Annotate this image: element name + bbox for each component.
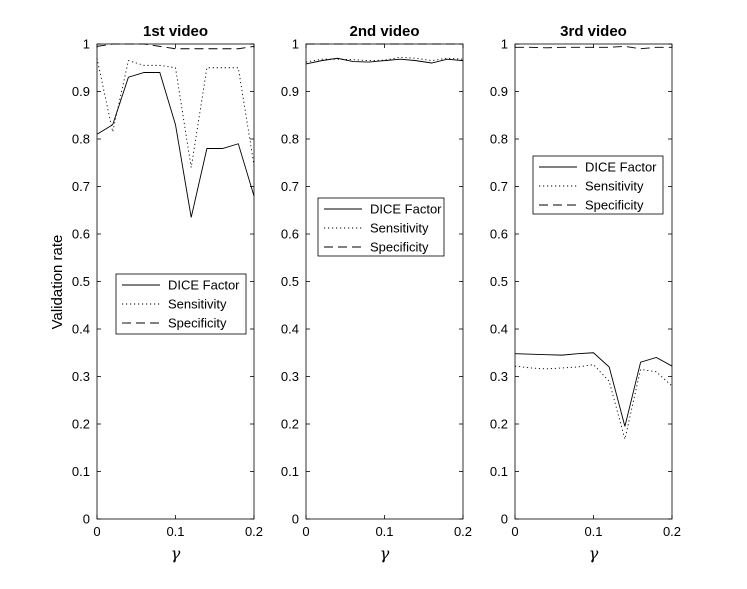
legend-box (115, 273, 247, 335)
y-tick-label: 0.6 (72, 227, 90, 242)
y-tick-label: 0.2 (281, 417, 299, 432)
panel-title: 1st video (143, 23, 208, 40)
x-tick-label: 0.1 (584, 524, 602, 539)
series-line-dice-factor (514, 352, 673, 427)
y-tick-label: 0.4 (72, 322, 90, 337)
y-tick-label: 0 (83, 512, 90, 527)
y-tick-label: 0.5 (72, 274, 90, 289)
legend: DICE Factor Sensitivity Specificity (317, 197, 445, 257)
y-tick-label: 0.5 (281, 274, 299, 289)
legend-label: DICE Factor (585, 160, 657, 175)
series-line-dice-factor (96, 72, 255, 218)
y-tick-label: 0.4 (490, 322, 508, 337)
panel-title: 3rd video (560, 23, 627, 40)
y-tick-label: 1 (501, 37, 508, 52)
series-line-dice-factor (305, 57, 464, 65)
series-line-specificity (96, 43, 255, 50)
y-tick-label: 0.5 (490, 274, 508, 289)
y-tick-label: 0.9 (490, 84, 508, 99)
legend-label: Specificity (168, 316, 227, 331)
y-tick-label: 0.8 (72, 132, 90, 147)
axes-box (305, 43, 464, 520)
y-tick-label: 0 (501, 512, 508, 527)
y-tick-label: 0.7 (490, 179, 508, 194)
x-tick-label: 0.1 (166, 524, 184, 539)
legend: DICE Factor Sensitivity Specificity (532, 155, 664, 215)
series-line-sensitivity (514, 364, 673, 440)
y-tick-label: 0.2 (490, 417, 508, 432)
y-tick-label: 0.3 (281, 369, 299, 384)
x-tick-label: 0.2 (245, 524, 263, 539)
axes-box (514, 43, 673, 520)
x-axis-label: γ (380, 544, 390, 563)
legend-box (532, 155, 664, 215)
y-tick-label: 1 (292, 37, 299, 52)
legend-label: Sensitivity (370, 221, 429, 236)
legend-label: DICE Factor (168, 278, 240, 293)
y-tick-label: 1 (83, 37, 90, 52)
panel-2: 0 0.1 0.2 0.3 0.4 0.5 0.6 0.7 0.8 0.9 1 0 0.1 0.2 2nd … (281, 23, 472, 563)
y-tick-label: 0.1 (72, 464, 90, 479)
y-tick-label: 0.9 (281, 84, 299, 99)
y-tick-label: 0 (292, 512, 299, 527)
y-tick-label: 0.3 (490, 369, 508, 384)
legend: DICE Factor Sensitivity Specificity (115, 273, 247, 335)
series-line-specificity (515, 45, 672, 50)
x-tick-label: 0.1 (375, 524, 393, 539)
x-axis-label: γ (171, 544, 181, 563)
legend-label: DICE Factor (370, 202, 442, 217)
x-tick-label: 0 (511, 524, 518, 539)
y-axis-label: Validation rate (49, 235, 66, 330)
panel-3: 0 0.1 0.2 0.3 0.4 0.5 0.6 0.7 0.8 0.9 1 0 0.1 0.2 3rd … (490, 23, 681, 563)
x-tick-label: 0.2 (454, 524, 472, 539)
y-tick-label: 0.8 (490, 132, 508, 147)
y-tick-label: 0.3 (72, 369, 90, 384)
x-axis-label: γ (589, 544, 599, 563)
y-tick-label: 0.7 (281, 179, 299, 194)
panel-title: 2nd video (349, 23, 419, 40)
y-tick-label: 0.6 (490, 227, 508, 242)
y-tick-label: 0.7 (72, 179, 90, 194)
y-tick-label: 0.8 (281, 132, 299, 147)
x-tick-label: 0.2 (663, 524, 681, 539)
legend-label: Sensitivity (585, 179, 644, 194)
panel-1: 0 0.1 0.2 0.3 0.4 0.5 0.6 0.7 0.8 0.9 1 0 0.1 0.2 1st … (72, 23, 263, 563)
x-tick-label: 0 (93, 524, 100, 539)
x-tick-label: 0 (302, 524, 309, 539)
y-tick-label: 0.9 (72, 84, 90, 99)
legend-label: Sensitivity (168, 297, 227, 312)
y-tick-label: 0.1 (281, 464, 299, 479)
y-tick-label: 0.6 (281, 227, 299, 242)
series-line-sensitivity (96, 58, 255, 168)
y-tick-label: 0.1 (490, 464, 508, 479)
y-tick-label: 0.2 (72, 417, 90, 432)
legend-label: Specificity (370, 240, 429, 255)
legend-box (317, 197, 445, 257)
legend-label: Specificity (585, 198, 644, 213)
y-tick-label: 0.4 (281, 322, 299, 337)
